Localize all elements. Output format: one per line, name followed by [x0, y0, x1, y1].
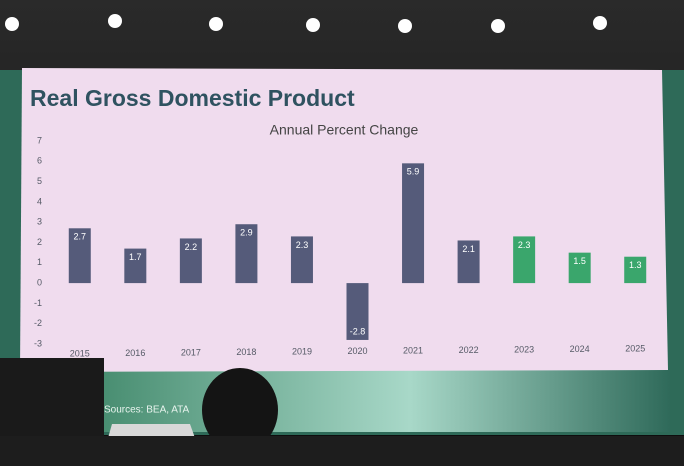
bar — [346, 283, 369, 340]
bar — [290, 236, 313, 284]
value-label: -2.8 — [350, 326, 366, 336]
bar — [513, 236, 536, 284]
slide — [20, 68, 668, 372]
y-tick-label: -2 — [34, 318, 42, 328]
stage-lights — [5, 14, 607, 33]
x-tick-label: 2020 — [347, 346, 367, 356]
plot: -3 -2 -1 0 1 2 3 4 5 6 7 2015 2.7 2016 1.7 2017 2.2 2018 2… — [34, 135, 647, 358]
x-tick-label: 2021 — [403, 345, 423, 355]
y-tick-label: 6 — [37, 156, 42, 166]
y-tick-label: 4 — [37, 196, 42, 206]
x-tick-label: 2017 — [181, 347, 201, 357]
chart-subtitle: Annual Percent Change — [270, 122, 419, 138]
chart-title: Real Gross Domestic Product — [30, 85, 355, 111]
bar — [457, 240, 480, 284]
x-tick-label: 2015 — [70, 348, 90, 358]
value-label: 1.5 — [573, 256, 586, 266]
value-label: 2.3 — [518, 240, 531, 250]
x-tick-label: 2025 — [625, 343, 645, 353]
value-label: 5.9 — [407, 167, 420, 177]
x-tick-label: 2019 — [292, 346, 312, 356]
value-label: 2.9 — [240, 228, 253, 238]
bar — [179, 238, 202, 284]
y-tick-label: -1 — [34, 298, 42, 308]
audience — [0, 358, 684, 466]
y-tick-label: 7 — [37, 135, 42, 145]
value-label: 2.3 — [296, 240, 309, 250]
value-label: 2.7 — [74, 232, 87, 242]
y-tick-label: 2 — [37, 237, 42, 247]
slide-footer-band — [20, 370, 670, 432]
value-label: 1.7 — [129, 252, 142, 262]
x-tick-label: 2023 — [514, 344, 534, 354]
y-tick-label: -3 — [34, 338, 42, 348]
value-label: 1.3 — [629, 260, 642, 270]
y-tick-label: 3 — [37, 217, 42, 227]
bar — [68, 228, 91, 284]
y-tick-label: 1 — [37, 257, 42, 267]
bar — [568, 252, 591, 284]
bar — [124, 248, 147, 284]
bar — [235, 224, 258, 284]
bar — [402, 163, 425, 284]
value-label: 2.2 — [185, 242, 198, 252]
y-tick-label: 5 — [37, 176, 42, 186]
bar — [624, 256, 647, 284]
x-tick-label: 2016 — [125, 348, 145, 358]
x-tick-label: 2018 — [236, 347, 256, 357]
x-tick-label: 2022 — [459, 345, 479, 355]
source-note: Sources: BEA, ATA — [104, 405, 190, 416]
y-tick-label: 0 — [37, 277, 42, 287]
value-label: 2.1 — [462, 244, 475, 254]
x-tick-label: 2024 — [570, 344, 590, 354]
